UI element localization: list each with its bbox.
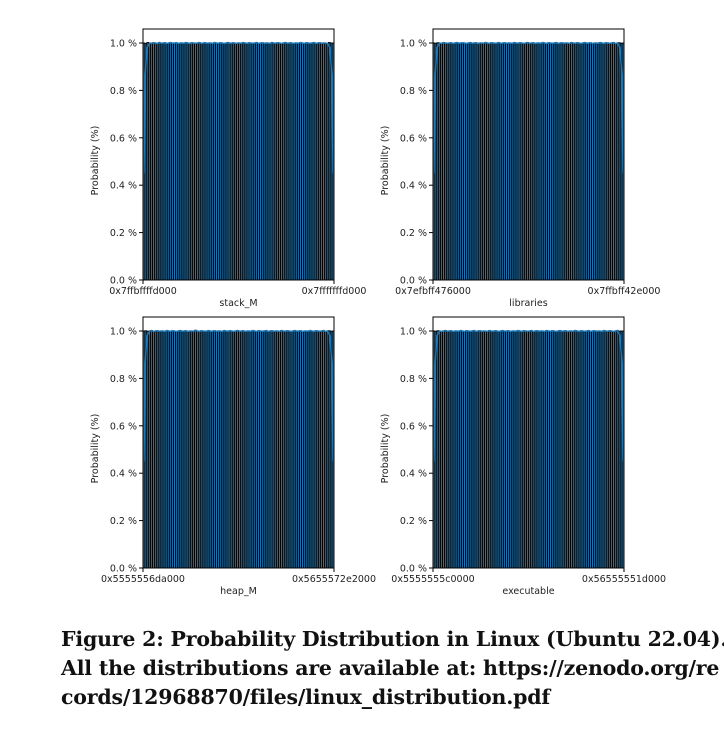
y-tick-label: 1.0 % bbox=[110, 39, 137, 50]
x-axis-label: heap_M bbox=[220, 586, 257, 597]
x-tick-label: 0x56555551d000 bbox=[582, 574, 666, 585]
density-line bbox=[143, 329, 334, 462]
density-line bbox=[143, 41, 334, 174]
y-tick-label: 0.8 % bbox=[400, 374, 427, 385]
y-tick-label: 0.0 % bbox=[110, 564, 137, 575]
x-tick-label: 0x7ffbff42e000 bbox=[588, 286, 661, 297]
figure-panels: 0.0 % 0.2 % 0.4 % 0.6 % 0.8 % 1.0 % 0x7ffbffff… bbox=[90, 28, 666, 597]
y-tick-label: 0.2 % bbox=[110, 228, 137, 239]
x-tick-label: 0x5555555c0000 bbox=[391, 574, 474, 585]
x-axis-label: executable bbox=[502, 586, 554, 597]
y-tick-label: 1.0 % bbox=[400, 327, 427, 338]
density-line bbox=[433, 41, 624, 174]
chart-panel-4: 0.0 % 0.2 % 0.4 % 0.6 % 0.8 % 1.0 % 0x5555555c… bbox=[380, 316, 666, 597]
y-tick-label: 0.2 % bbox=[400, 516, 427, 527]
y-tick-label: 0.0 % bbox=[400, 276, 427, 287]
y-tick-label: 0.8 % bbox=[110, 86, 137, 97]
x-tick-label: 0x5555556da000 bbox=[101, 574, 185, 585]
y-tick-label: 0.6 % bbox=[110, 133, 137, 144]
caption-line-1: Figure 2: Probability Distribution in Li… bbox=[61, 627, 724, 651]
x-axis-label: stack_M bbox=[219, 298, 257, 309]
axes-frame bbox=[432, 28, 625, 281]
axes-frame bbox=[142, 28, 335, 281]
density-line bbox=[433, 329, 624, 462]
chart-panel-1: 0.0 % 0.2 % 0.4 % 0.6 % 0.8 % 1.0 % 0x7ffbffff… bbox=[90, 28, 367, 309]
y-tick-label: 0.6 % bbox=[400, 421, 427, 432]
x-tick-label: 0x7ffbffffd000 bbox=[109, 286, 177, 297]
y-tick-label: 1.0 % bbox=[110, 327, 137, 338]
axes-frame bbox=[142, 316, 335, 569]
y-axis-label: Probability (%) bbox=[380, 126, 391, 196]
y-tick-label: 0.8 % bbox=[400, 86, 427, 97]
chart-panel-3: 0.0 % 0.2 % 0.4 % 0.6 % 0.8 % 1.0 % 0x5555556d… bbox=[90, 316, 376, 597]
y-tick-label: 0.2 % bbox=[110, 516, 137, 527]
y-axis-label: Probability (%) bbox=[380, 414, 391, 484]
caption-line-2: All the distributions are available at: … bbox=[61, 656, 720, 680]
y-tick-label: 1.0 % bbox=[400, 39, 427, 50]
y-tick-label: 0.4 % bbox=[110, 469, 137, 480]
y-tick-label: 0.0 % bbox=[110, 276, 137, 287]
chart-panel-2: 0.0 % 0.2 % 0.4 % 0.6 % 0.8 % 1.0 % 0x7efbff47… bbox=[380, 28, 661, 309]
y-axis-label: Probability (%) bbox=[90, 414, 101, 484]
x-tick-label: 0x7fffffffd000 bbox=[302, 286, 367, 297]
y-tick-label: 0.0 % bbox=[400, 564, 427, 575]
x-tick-label: 0x5655572e2000 bbox=[292, 574, 376, 585]
x-tick-label: 0x7efbff476000 bbox=[395, 286, 471, 297]
y-tick-label: 0.4 % bbox=[400, 181, 427, 192]
y-axis-label: Probability (%) bbox=[90, 126, 101, 196]
y-tick-label: 0.4 % bbox=[400, 469, 427, 480]
y-tick-label: 0.2 % bbox=[400, 228, 427, 239]
y-tick-label: 0.4 % bbox=[110, 181, 137, 192]
axes-frame bbox=[432, 316, 625, 569]
y-tick-label: 0.6 % bbox=[110, 421, 137, 432]
y-tick-label: 0.6 % bbox=[400, 133, 427, 144]
caption-line-3: cords/12968870/files/linux_distribution.… bbox=[61, 685, 551, 709]
figure-caption: Figure 2: Probability Distribution in Li… bbox=[61, 625, 724, 712]
y-tick-label: 0.8 % bbox=[110, 374, 137, 385]
x-axis-label: libraries bbox=[509, 298, 547, 309]
